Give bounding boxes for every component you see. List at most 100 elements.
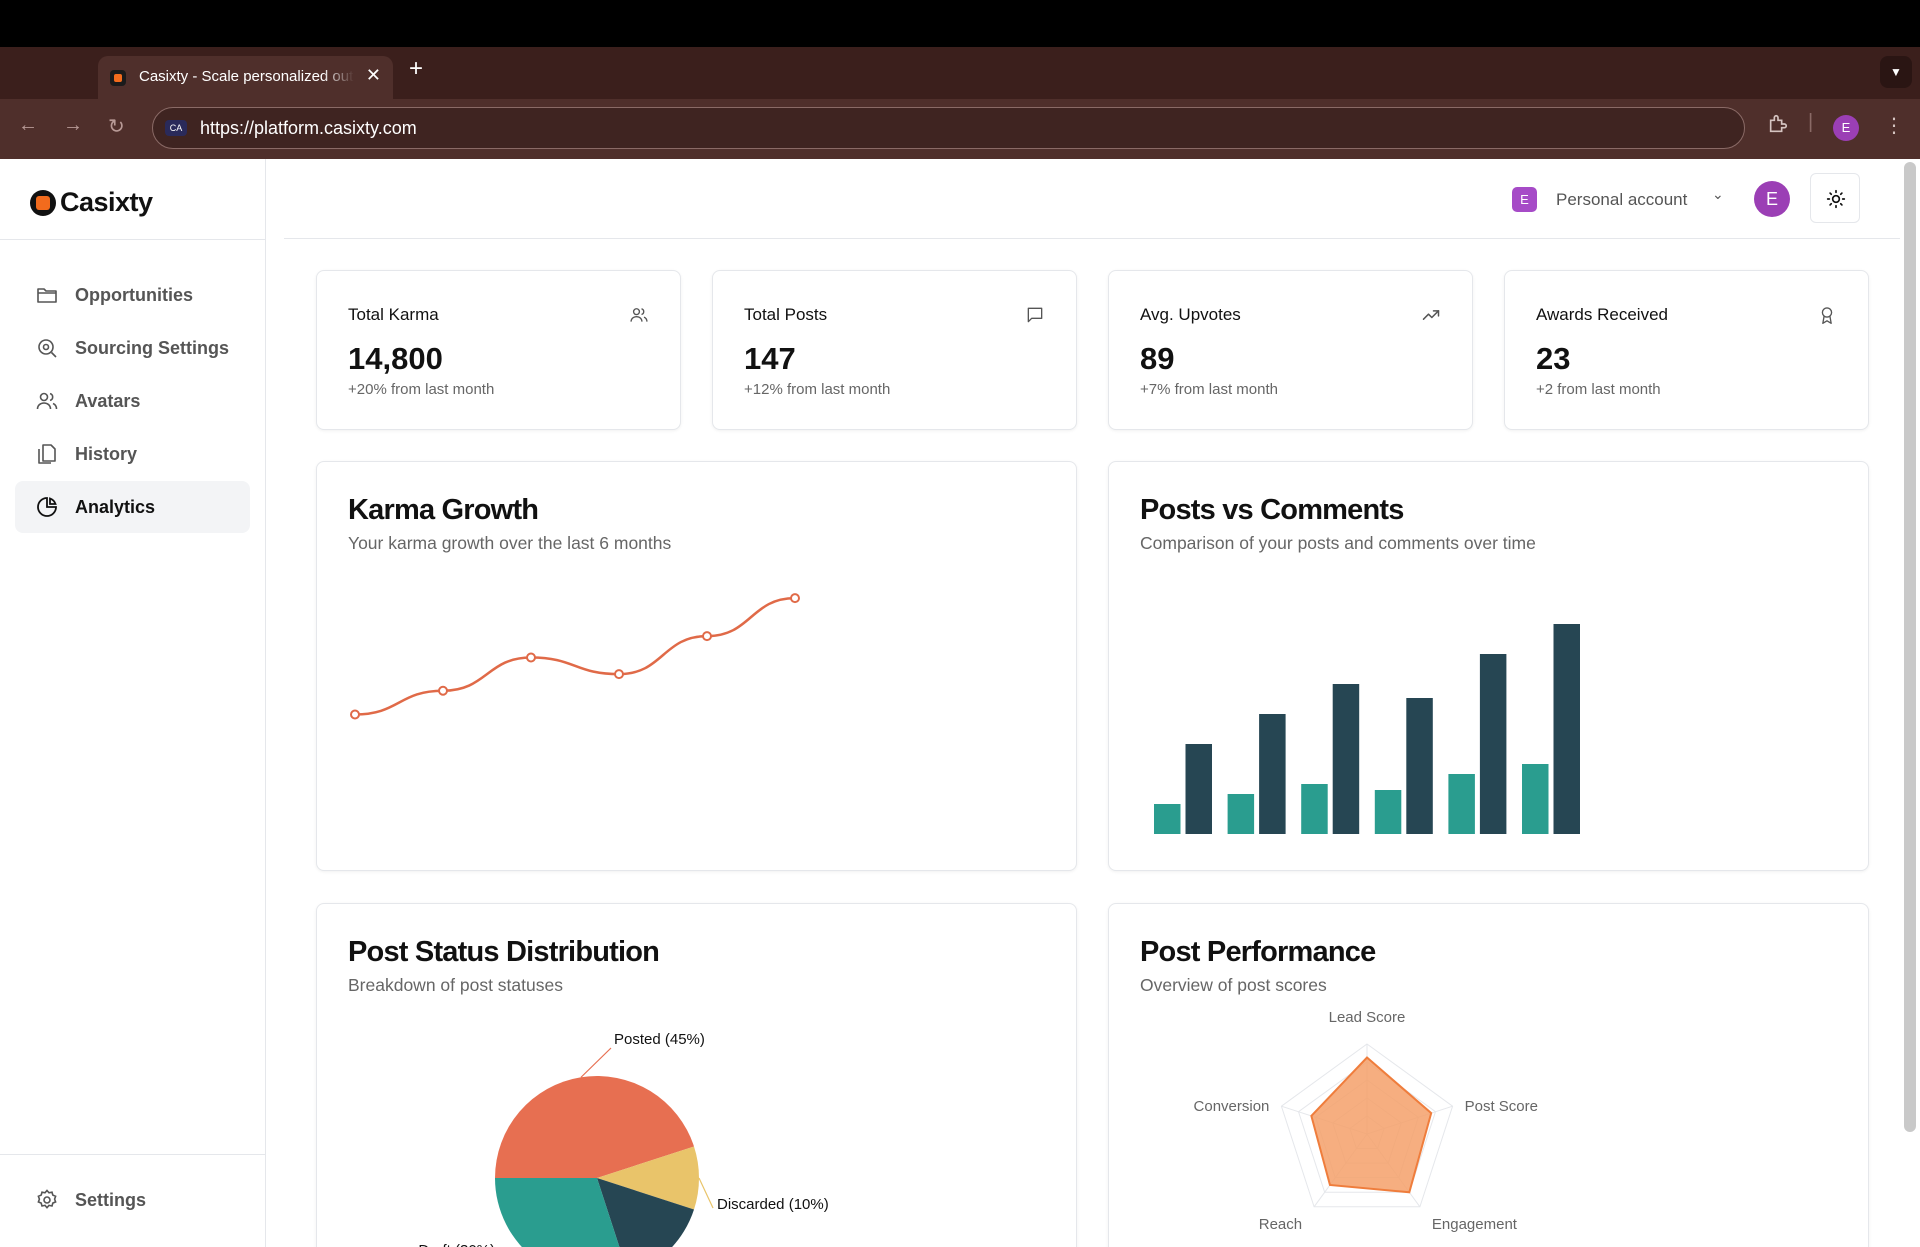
- comments-bar[interactable]: [1185, 744, 1213, 834]
- page-scrollbar[interactable]: [1904, 162, 1916, 1132]
- pie-slice[interactable]: [597, 1146, 699, 1210]
- post-status-pie-chart: Posted (45%) Discarded (10%) Draft (30%): [418, 1031, 829, 1247]
- message-icon: [1027, 307, 1043, 323]
- post-performance-radar-chart: Lead Score Post Score Engagement Reach Conve…: [1194, 1009, 1538, 1233]
- extensions-icon[interactable]: [1767, 113, 1789, 141]
- account-badge[interactable]: E: [1512, 187, 1537, 212]
- theme-toggle-button[interactable]: [1810, 173, 1860, 223]
- sidebar-item-sourcing-settings[interactable]: Sourcing Settings: [15, 322, 250, 374]
- sidebar-item-analytics[interactable]: Analytics: [15, 481, 250, 533]
- sidebar-item-avatars[interactable]: Avatars: [15, 375, 250, 427]
- search-settings-icon: [38, 339, 57, 358]
- posts-bar[interactable]: [1301, 784, 1328, 834]
- pie-slice[interactable]: [495, 1076, 695, 1178]
- chevron-down-icon[interactable]: ⌄: [1712, 186, 1724, 202]
- stat-change: +7% from last month: [1140, 381, 1278, 398]
- stat-card-total-karma: Total Karma 14,800 +20% from last month: [316, 270, 681, 430]
- radar-axis-label: Conversion: [1194, 1098, 1270, 1115]
- sidebar-item-history[interactable]: History: [15, 428, 250, 480]
- sidebar: Casixty Opportunities Sourcing Settings …: [0, 159, 266, 1247]
- stat-value: 147: [744, 341, 796, 376]
- karma-data-point[interactable]: [350, 709, 360, 720]
- comments-bar[interactable]: [1332, 684, 1360, 834]
- address-url[interactable]: https://platform.casixty.com: [200, 118, 417, 138]
- radar-grid-ring: [1280, 1043, 1454, 1208]
- panel-subtitle: Comparison of your posts and comments ov…: [1140, 533, 1536, 553]
- stat-card-total-posts: Total Posts 147 +12% from last month: [712, 270, 1077, 430]
- account-switcher[interactable]: Personal account: [1556, 190, 1688, 209]
- sidebar-divider: [0, 239, 266, 240]
- radar-axis-label: Engagement: [1432, 1216, 1518, 1233]
- stat-change: +12% from last month: [744, 381, 891, 398]
- radar-axis-label: Post Score: [1465, 1098, 1538, 1115]
- post-performance-panel: Post Performance Overview of post scores…: [1108, 903, 1869, 1247]
- tab-close-icon[interactable]: ✕: [365, 65, 381, 85]
- karma-data-point[interactable]: [614, 669, 624, 680]
- forward-icon[interactable]: →: [63, 114, 83, 136]
- browser-menu-icon[interactable]: ⋮: [1884, 115, 1904, 137]
- karma-series-line: [354, 596, 796, 716]
- profile-avatar[interactable]: E: [1833, 115, 1859, 141]
- logo-text: Casixty: [60, 187, 153, 217]
- user-avatar[interactable]: E: [1754, 181, 1790, 217]
- stat-value: 89: [1140, 341, 1175, 376]
- posts-bar[interactable]: [1227, 794, 1255, 834]
- stat-card-avg-upvotes: Avg. Upvotes 89 +7% from last month: [1108, 270, 1473, 430]
- back-icon[interactable]: ←: [18, 114, 38, 136]
- users-icon: [36, 392, 58, 410]
- pie-slice-label: Posted (45%): [614, 1031, 705, 1048]
- app-header: E Personal account ⌄ E: [284, 159, 1900, 239]
- posts-bar[interactable]: [1154, 804, 1181, 834]
- posts-bar[interactable]: [1448, 774, 1475, 834]
- reload-icon[interactable]: ↻: [108, 116, 125, 138]
- panel-title: Post Status Distribution: [348, 936, 660, 968]
- panel-title: Post Performance: [1140, 936, 1376, 968]
- award-icon: [1821, 307, 1833, 324]
- copy-icon: [38, 444, 56, 464]
- sidebar-item-label: Avatars: [75, 390, 141, 411]
- panel-title: Posts vs Comments: [1140, 494, 1404, 526]
- folder-icon: [37, 288, 57, 303]
- pie-chart-icon: [37, 497, 57, 517]
- browser-tab[interactable]: Casixty - Scale personalized outreach ✕: [98, 56, 393, 99]
- new-tab-icon[interactable]: +: [409, 55, 424, 82]
- address-bar[interactable]: CA https://platform.casixty.com: [152, 107, 1745, 149]
- logo-icon: [30, 189, 56, 216]
- karma-data-point[interactable]: [702, 631, 712, 642]
- comments-bar[interactable]: [1406, 698, 1433, 834]
- post-status-panel: Post Status Distribution Breakdown of po…: [316, 903, 1077, 1247]
- stat-label: Total Posts: [744, 305, 828, 324]
- sidebar-item-settings[interactable]: Settings: [15, 1174, 250, 1226]
- browser-tab-strip: Casixty - Scale personalized outreach ✕ …: [0, 47, 1920, 99]
- panel-subtitle: Overview of post scores: [1140, 975, 1327, 995]
- stat-card-awards-received: Awards Received 23 +2 from last month: [1504, 270, 1869, 430]
- karma-data-point[interactable]: [438, 685, 448, 696]
- karma-data-point[interactable]: [526, 652, 536, 663]
- pie-slice[interactable]: [597, 1178, 695, 1247]
- sidebar-item-label: History: [75, 443, 138, 464]
- browser-toolbar: ← → ↻ CA https://platform.casixty.com | …: [0, 99, 1920, 159]
- stat-value: 14,800: [348, 341, 443, 376]
- radar-series-area[interactable]: [1310, 1056, 1433, 1194]
- karma-data-point[interactable]: [790, 593, 800, 604]
- stat-value: 23: [1536, 341, 1571, 376]
- site-favicon-icon: CA: [165, 120, 187, 136]
- comments-bar[interactable]: [1553, 624, 1581, 834]
- comments-bar[interactable]: [1479, 654, 1507, 834]
- posts-vs-comments-panel: Posts vs Comments Comparison of your pos…: [1108, 461, 1869, 871]
- posts-bar[interactable]: [1522, 764, 1549, 834]
- tab-favicon-icon: [110, 70, 126, 86]
- users-icon: [630, 308, 648, 322]
- sidebar-item-label: Analytics: [75, 496, 156, 517]
- posts-bar[interactable]: [1374, 790, 1402, 834]
- tab-search-chevron-icon[interactable]: ▼: [1880, 56, 1912, 88]
- panel-subtitle: Breakdown of post statuses: [348, 975, 563, 995]
- karma-growth-panel: Karma Growth Your karma growth over the …: [316, 461, 1077, 871]
- sidebar-item-opportunities[interactable]: Opportunities: [15, 269, 250, 321]
- panel-subtitle: Your karma growth over the last 6 months: [348, 533, 672, 553]
- pie-slice[interactable]: [495, 1178, 629, 1247]
- main-content: E Personal account ⌄ E Total Karma 14,80…: [266, 159, 1900, 1247]
- logo[interactable]: Casixty: [30, 187, 153, 218]
- stat-change: +2 from last month: [1536, 381, 1661, 398]
- comments-bar[interactable]: [1259, 714, 1286, 834]
